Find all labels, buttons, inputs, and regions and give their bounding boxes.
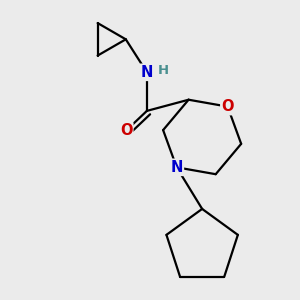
Text: H: H xyxy=(158,64,169,77)
Text: N: N xyxy=(141,65,153,80)
Text: O: O xyxy=(120,123,132,138)
Text: O: O xyxy=(221,99,234,114)
Text: N: N xyxy=(170,160,183,175)
